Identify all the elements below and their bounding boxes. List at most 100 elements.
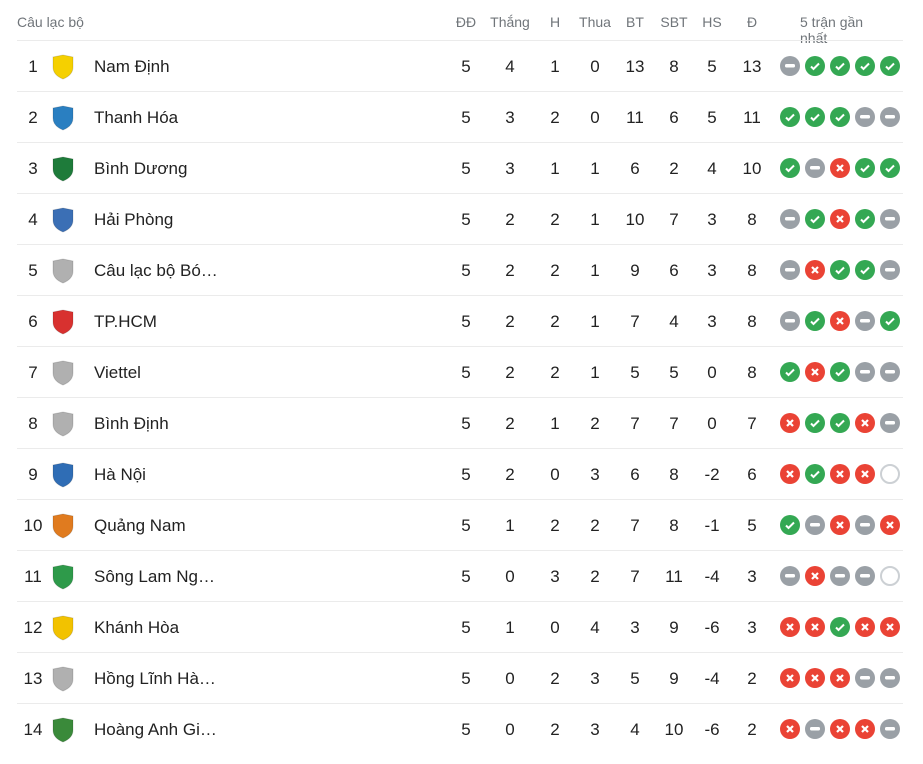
loss-icon[interactable] bbox=[780, 617, 800, 637]
win-icon[interactable] bbox=[830, 260, 850, 280]
win-icon[interactable] bbox=[780, 515, 800, 535]
club-name[interactable]: Quảng Nam bbox=[94, 516, 186, 535]
stat-gf: 3 bbox=[630, 618, 640, 637]
win-icon[interactable] bbox=[830, 413, 850, 433]
loss-icon[interactable] bbox=[805, 617, 825, 637]
loss-icon[interactable] bbox=[855, 719, 875, 739]
table-row[interactable]: 7 Viettel 5 2 2 1 5 5 0 8 bbox=[0, 347, 923, 398]
draw-icon[interactable] bbox=[880, 668, 900, 688]
table-row[interactable]: 3 Bình Dương 5 3 1 1 6 2 4 10 bbox=[0, 143, 923, 194]
draw-icon[interactable] bbox=[830, 566, 850, 586]
draw-icon[interactable] bbox=[880, 719, 900, 739]
table-row[interactable]: 6 TP.HCM 5 2 2 1 7 4 3 8 bbox=[0, 296, 923, 347]
draw-icon[interactable] bbox=[855, 107, 875, 127]
club-name[interactable]: Sông Lam Ng… bbox=[94, 567, 215, 586]
draw-icon[interactable] bbox=[780, 260, 800, 280]
draw-icon[interactable] bbox=[855, 515, 875, 535]
draw-icon[interactable] bbox=[780, 56, 800, 76]
table-row[interactable]: 10 Quảng Nam 5 1 2 2 7 8 -1 5 bbox=[0, 500, 923, 551]
win-icon[interactable] bbox=[830, 617, 850, 637]
table-row[interactable]: 5 Câu lạc bộ Bó… 5 2 2 1 9 6 3 8 bbox=[0, 245, 923, 296]
club-name[interactable]: Viettel bbox=[94, 363, 141, 382]
club-name[interactable]: Thanh Hóa bbox=[94, 108, 179, 127]
win-icon[interactable] bbox=[780, 362, 800, 382]
win-icon[interactable] bbox=[855, 158, 875, 178]
win-icon[interactable] bbox=[805, 413, 825, 433]
win-icon[interactable] bbox=[880, 311, 900, 331]
loss-icon[interactable] bbox=[880, 617, 900, 637]
win-icon[interactable] bbox=[830, 107, 850, 127]
win-icon[interactable] bbox=[855, 260, 875, 280]
loss-icon[interactable] bbox=[830, 311, 850, 331]
draw-icon[interactable] bbox=[780, 311, 800, 331]
club-name[interactable]: Bình Dương bbox=[94, 159, 188, 178]
draw-icon[interactable] bbox=[805, 158, 825, 178]
table-row[interactable]: 8 Bình Định 5 2 1 2 7 7 0 7 bbox=[0, 398, 923, 449]
draw-icon[interactable] bbox=[780, 566, 800, 586]
win-icon[interactable] bbox=[880, 56, 900, 76]
win-icon[interactable] bbox=[855, 209, 875, 229]
club-name[interactable]: Hà Nội bbox=[94, 465, 146, 484]
loss-icon[interactable] bbox=[780, 668, 800, 688]
loss-icon[interactable] bbox=[830, 668, 850, 688]
loss-icon[interactable] bbox=[855, 617, 875, 637]
loss-icon[interactable] bbox=[855, 413, 875, 433]
table-row[interactable]: 11 Sông Lam Ng… 5 0 3 2 7 11 -4 3 bbox=[0, 551, 923, 602]
loss-icon[interactable] bbox=[805, 668, 825, 688]
table-row[interactable]: 9 Hà Nội 5 2 0 3 6 8 -2 6 bbox=[0, 449, 923, 500]
loss-icon[interactable] bbox=[830, 158, 850, 178]
loss-icon[interactable] bbox=[780, 464, 800, 484]
win-icon[interactable] bbox=[780, 158, 800, 178]
table-row[interactable]: 4 Hải Phòng 5 2 2 1 10 7 3 8 bbox=[0, 194, 923, 245]
loss-icon[interactable] bbox=[830, 464, 850, 484]
win-icon[interactable] bbox=[830, 362, 850, 382]
club-name[interactable]: Khánh Hòa bbox=[94, 618, 180, 637]
not-played-icon[interactable] bbox=[880, 464, 900, 484]
loss-icon[interactable] bbox=[830, 209, 850, 229]
draw-icon[interactable] bbox=[780, 209, 800, 229]
win-icon[interactable] bbox=[880, 158, 900, 178]
loss-icon[interactable] bbox=[805, 362, 825, 382]
table-row[interactable]: 2 Thanh Hóa 5 3 2 0 11 6 5 11 bbox=[0, 92, 923, 143]
club-name[interactable]: TP.HCM bbox=[94, 312, 157, 331]
table-row[interactable]: 14 Hoàng Anh Gi… 5 0 2 3 4 10 -6 2 bbox=[0, 704, 923, 755]
draw-icon[interactable] bbox=[880, 209, 900, 229]
loss-icon[interactable] bbox=[855, 464, 875, 484]
draw-icon[interactable] bbox=[880, 260, 900, 280]
loss-icon[interactable] bbox=[805, 566, 825, 586]
club-name[interactable]: Hoàng Anh Gi… bbox=[94, 720, 217, 739]
loss-icon[interactable] bbox=[830, 515, 850, 535]
draw-icon[interactable] bbox=[855, 566, 875, 586]
draw-icon[interactable] bbox=[880, 107, 900, 127]
table-row[interactable]: 13 Hồng Lĩnh Hà… 5 0 2 3 5 9 -4 2 bbox=[0, 653, 923, 704]
loss-icon[interactable] bbox=[780, 719, 800, 739]
club-name[interactable]: Hồng Lĩnh Hà… bbox=[94, 669, 216, 688]
draw-icon[interactable] bbox=[855, 668, 875, 688]
draw-icon[interactable] bbox=[855, 311, 875, 331]
loss-icon[interactable] bbox=[830, 719, 850, 739]
loss-icon[interactable] bbox=[880, 515, 900, 535]
win-icon[interactable] bbox=[805, 209, 825, 229]
draw-icon[interactable] bbox=[805, 719, 825, 739]
club-name[interactable]: Bình Định bbox=[94, 414, 169, 433]
table-row[interactable]: 12 Khánh Hòa 5 1 0 4 3 9 -6 3 bbox=[0, 602, 923, 653]
club-name[interactable]: Câu lạc bộ Bó… bbox=[94, 261, 218, 280]
win-icon[interactable] bbox=[805, 311, 825, 331]
loss-icon[interactable] bbox=[780, 413, 800, 433]
win-icon[interactable] bbox=[855, 56, 875, 76]
club-name[interactable]: Hải Phòng bbox=[94, 210, 174, 229]
draw-icon[interactable] bbox=[880, 413, 900, 433]
draw-icon[interactable] bbox=[805, 515, 825, 535]
table-row[interactable]: 1 Nam Định 5 4 1 0 13 8 5 13 bbox=[0, 41, 923, 92]
win-icon[interactable] bbox=[805, 464, 825, 484]
win-icon[interactable] bbox=[805, 56, 825, 76]
club-name[interactable]: Nam Định bbox=[94, 57, 170, 76]
draw-icon[interactable] bbox=[855, 362, 875, 382]
club-logo-icon bbox=[52, 360, 74, 386]
draw-icon[interactable] bbox=[880, 362, 900, 382]
win-icon[interactable] bbox=[805, 107, 825, 127]
not-played-icon[interactable] bbox=[880, 566, 900, 586]
win-icon[interactable] bbox=[830, 56, 850, 76]
loss-icon[interactable] bbox=[805, 260, 825, 280]
win-icon[interactable] bbox=[780, 107, 800, 127]
